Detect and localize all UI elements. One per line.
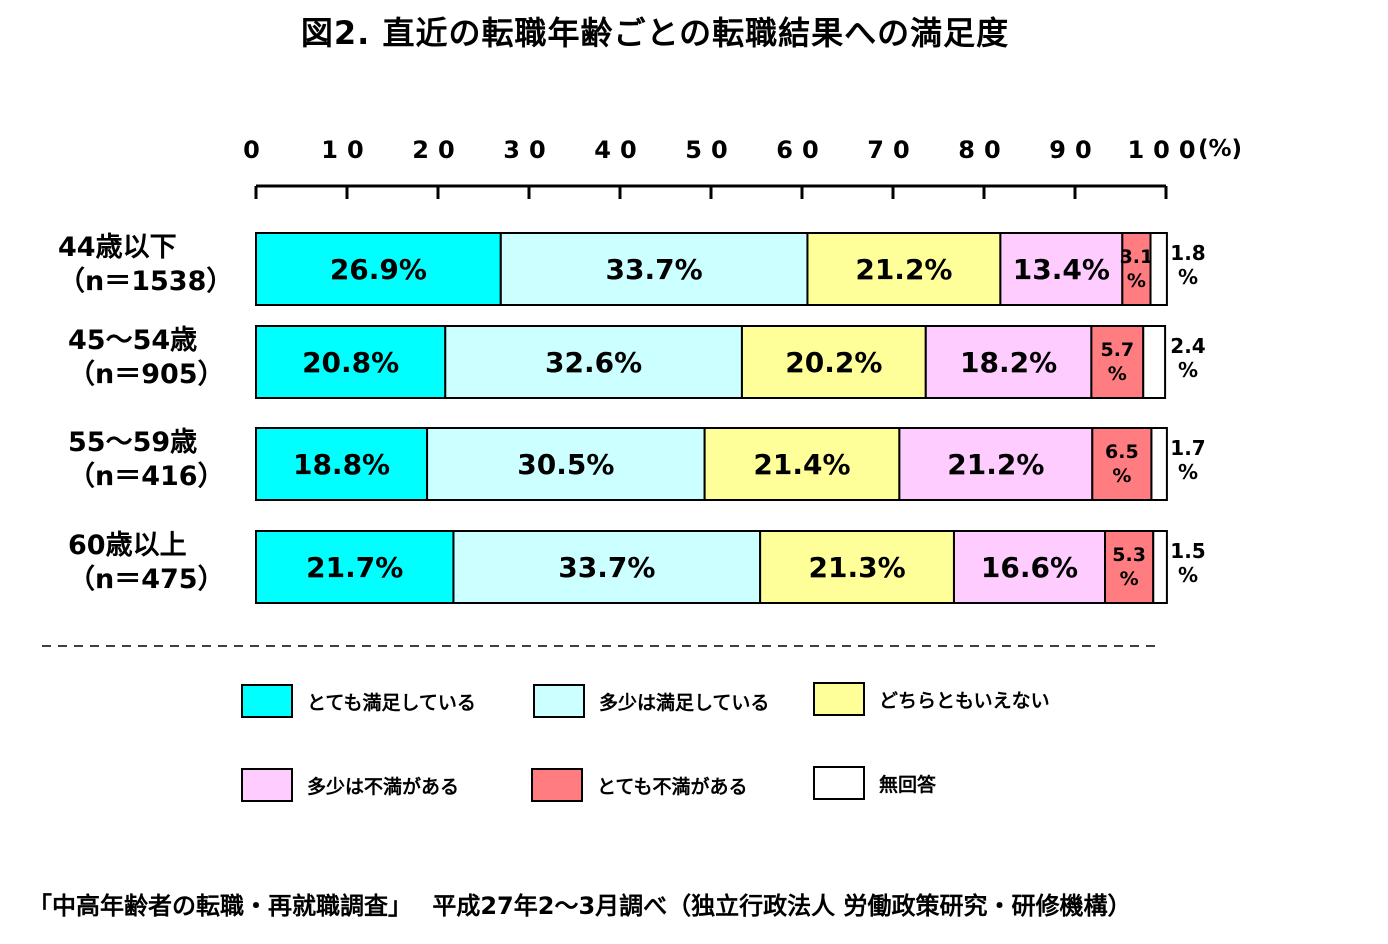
bar-segment [806, 232, 1002, 306]
category-label: 60歳以上 （n＝475） [68, 529, 225, 597]
data-label-unit: % [1178, 460, 1198, 484]
data-label: 33.7% [558, 551, 655, 584]
data-label: 6.5 [1105, 441, 1139, 463]
bar-segment [1149, 232, 1168, 306]
bar-segment [703, 427, 901, 501]
data-label-unit: % [1120, 568, 1139, 590]
bar-segment [1150, 427, 1168, 501]
bar-segment [759, 530, 955, 604]
data-label: 1.7 [1170, 436, 1205, 460]
data-label: 1.8 [1170, 241, 1205, 265]
legend-label: 多少は不満がある [307, 776, 460, 798]
legend-swatch [813, 682, 865, 716]
x-tick-label: 50 [685, 136, 736, 164]
data-label: 30.5% [517, 448, 614, 481]
chart-title: 図2. 直近の転職年齢ごとの転職結果への満足度 [300, 14, 1010, 52]
bar-segment [1152, 530, 1168, 604]
data-label: 18.2% [960, 346, 1057, 379]
x-tick-label: 0 [243, 136, 269, 164]
category-label: 55～59歳 （n＝416） [68, 426, 225, 494]
data-label-unit: % [1178, 358, 1198, 382]
bar-segment [740, 325, 927, 399]
category-name: 60歳以上 [68, 530, 187, 561]
x-tick-label: 70 [867, 136, 918, 164]
x-axis-unit: (%) [1198, 136, 1242, 162]
data-label: 21.4% [753, 448, 850, 481]
category-label: 45～54歳 （n＝905） [68, 324, 225, 392]
data-label: 3.1 [1120, 246, 1154, 268]
bar-segment [499, 232, 809, 306]
category-name: 45～54歳 [68, 325, 198, 356]
bar-segment [255, 232, 502, 306]
legend-swatch [531, 768, 583, 802]
data-label: 5.3 [1112, 544, 1146, 566]
bar-row: 20.8% 32.6% 20.2% 18.2% 5.7%2.4% [255, 325, 1206, 399]
x-tick-label: 10 [321, 136, 372, 164]
category-name: 55～59歳 [68, 427, 198, 458]
bar-row: 21.7% 33.7% 21.3% 16.6% 5.3%1.5% [255, 530, 1206, 604]
bar-segment [1121, 232, 1152, 306]
bar-segment [999, 232, 1124, 306]
bar-row: 18.8% 30.5% 21.4% 21.2% 6.5%1.7% [255, 427, 1206, 501]
data-label: 5.7 [1100, 339, 1134, 361]
x-tick-label: 90 [1049, 136, 1100, 164]
bar-segment [1142, 325, 1167, 399]
data-label: 2.4 [1170, 334, 1205, 358]
category-label: 44歳以下 （n＝1538） [58, 231, 233, 299]
data-label: 20.8% [302, 346, 399, 379]
data-label: 13.4% [1013, 253, 1110, 286]
legend-label: どちらともいえない [879, 690, 1050, 712]
data-label: 26.9% [330, 253, 427, 286]
bar-segment [452, 530, 762, 604]
data-label-unit: % [1127, 270, 1146, 292]
legend-swatch [241, 684, 293, 718]
bar-row: 26.9% 33.7% 21.2% 13.4% 3.1%1.8% [255, 232, 1206, 306]
x-tick-label: 100 [1127, 136, 1204, 164]
bar-segment [1104, 530, 1155, 604]
category-sample-size: （n＝416） [68, 461, 225, 492]
legend-swatch [813, 766, 865, 800]
legend-label: とても不満がある [597, 776, 748, 798]
data-label-unit: % [1178, 265, 1198, 289]
data-label: 21.7% [306, 551, 403, 584]
data-label: 16.6% [981, 551, 1078, 584]
category-sample-size: （n＝1538） [58, 266, 234, 297]
x-tick-label: 60 [776, 136, 827, 164]
data-label: 21.2% [947, 448, 1044, 481]
bar-segment [952, 530, 1107, 604]
bar-segment [1091, 427, 1153, 501]
bar-segment [255, 325, 447, 399]
x-tick-label: 20 [412, 136, 463, 164]
data-label: 21.2% [855, 253, 952, 286]
data-label: 32.6% [545, 346, 642, 379]
data-label: 20.2% [785, 346, 882, 379]
x-tick-label: 80 [958, 136, 1009, 164]
legend-label: 多少は満足している [599, 692, 770, 714]
legend-swatch [533, 684, 585, 718]
bar-segment [255, 530, 455, 604]
data-label-unit: % [1112, 465, 1131, 487]
data-label: 18.8% [293, 448, 390, 481]
data-label: 33.7% [606, 253, 703, 286]
category-sample-size: （n＝475） [68, 564, 225, 595]
source-note: 「中高年齢者の転職・再就職調査」 平成27年2～3月調べ（独立行政法人 労働政策… [28, 892, 1132, 920]
legend-label: とても満足している [307, 692, 476, 714]
x-tick-label: 30 [503, 136, 554, 164]
x-tick-label: 40 [594, 136, 645, 164]
data-label-unit: % [1178, 563, 1198, 587]
legend-label: 無回答 [879, 774, 937, 796]
bar-segment [924, 325, 1093, 399]
bar-segment [444, 325, 743, 399]
data-label: 1.5 [1170, 539, 1205, 563]
data-label-unit: % [1108, 363, 1127, 385]
category-name: 44歳以下 [58, 232, 177, 263]
bar-segment [426, 427, 706, 501]
category-sample-size: （n＝905） [68, 359, 225, 390]
legend-swatch [241, 768, 293, 802]
bar-segment [1090, 325, 1145, 399]
data-label: 21.3% [808, 551, 905, 584]
